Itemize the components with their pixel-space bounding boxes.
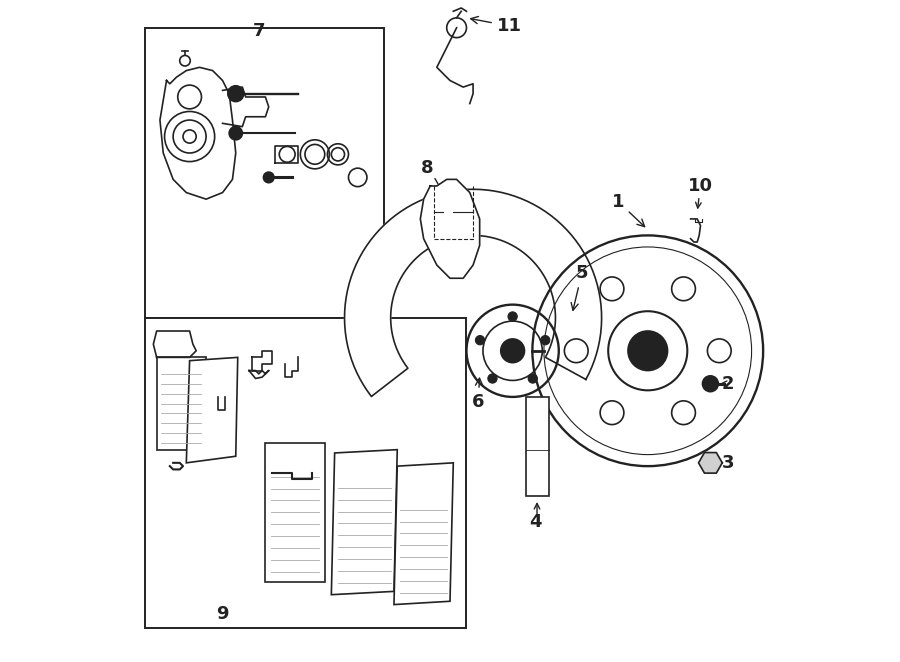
Circle shape xyxy=(703,376,718,392)
Text: 8: 8 xyxy=(420,158,433,177)
Polygon shape xyxy=(186,357,238,463)
Polygon shape xyxy=(345,189,601,397)
Text: 3: 3 xyxy=(722,454,734,472)
Circle shape xyxy=(500,339,525,363)
Polygon shape xyxy=(420,179,480,278)
Text: 4: 4 xyxy=(529,513,542,531)
Polygon shape xyxy=(526,397,549,496)
Circle shape xyxy=(230,126,242,140)
Circle shape xyxy=(475,336,484,345)
Text: 6: 6 xyxy=(472,378,484,411)
Circle shape xyxy=(488,374,497,383)
Text: 10: 10 xyxy=(688,177,713,195)
Polygon shape xyxy=(331,449,397,594)
Polygon shape xyxy=(394,463,454,604)
Circle shape xyxy=(628,331,668,371)
Text: 9: 9 xyxy=(216,606,229,624)
Polygon shape xyxy=(266,443,325,581)
Text: 2: 2 xyxy=(722,375,734,393)
Polygon shape xyxy=(222,87,269,126)
Circle shape xyxy=(264,172,274,183)
Circle shape xyxy=(508,312,518,321)
Polygon shape xyxy=(153,331,196,357)
Text: 11: 11 xyxy=(471,17,522,35)
Polygon shape xyxy=(157,357,206,449)
Text: 5: 5 xyxy=(572,264,588,310)
Polygon shape xyxy=(160,68,236,199)
FancyBboxPatch shape xyxy=(146,318,466,628)
Circle shape xyxy=(228,86,244,101)
Text: 7: 7 xyxy=(253,22,266,40)
Circle shape xyxy=(541,336,550,345)
Polygon shape xyxy=(690,219,700,242)
FancyBboxPatch shape xyxy=(146,28,384,318)
Polygon shape xyxy=(275,146,299,163)
Circle shape xyxy=(528,374,537,383)
Polygon shape xyxy=(698,453,723,473)
Text: 1: 1 xyxy=(612,193,644,226)
